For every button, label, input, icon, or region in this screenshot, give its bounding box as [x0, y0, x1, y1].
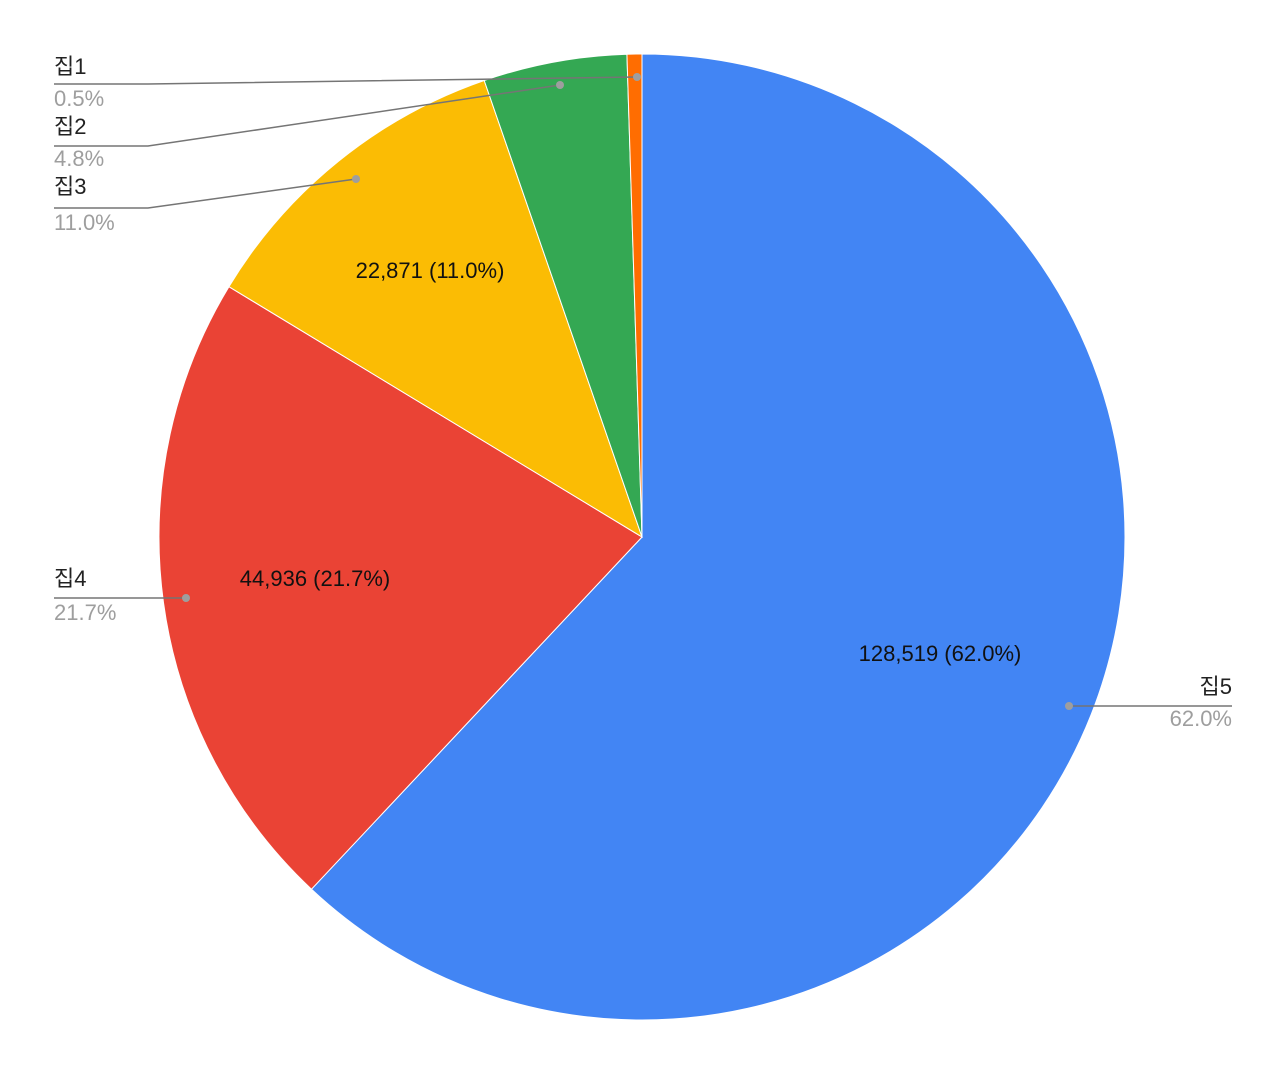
pie-slice — [310, 53, 1126, 1021]
value-label: 22,871 (11.0%) — [356, 258, 505, 283]
leader-dot — [1065, 702, 1073, 710]
leader-dot — [182, 594, 190, 602]
legend-label: 집2 — [54, 114, 86, 139]
legend-label: 집1 — [54, 54, 86, 79]
legend-label: 집4 — [54, 566, 86, 591]
leader-dot — [352, 175, 360, 183]
percent-label: 21.7% — [54, 600, 116, 625]
pie-slice — [158, 285, 643, 890]
leader-dot — [633, 73, 641, 81]
legend-label: 집5 — [1200, 674, 1232, 699]
leader-line — [54, 76, 638, 85]
percent-label: 11.0% — [54, 210, 115, 235]
leader-line — [54, 178, 357, 209]
pie-slice — [626, 53, 643, 538]
legend-label: 집3 — [54, 174, 86, 199]
value-label: 128,519 (62.0%) — [859, 641, 1022, 666]
leader-dot — [556, 81, 564, 89]
percent-label: 4.8% — [54, 146, 104, 171]
leader-line — [54, 84, 561, 147]
pie-slice — [228, 79, 643, 539]
value-label: 44,936 (21.7%) — [240, 566, 390, 591]
percent-label: 0.5% — [54, 86, 104, 111]
percent-label: 62.0% — [1170, 706, 1232, 731]
